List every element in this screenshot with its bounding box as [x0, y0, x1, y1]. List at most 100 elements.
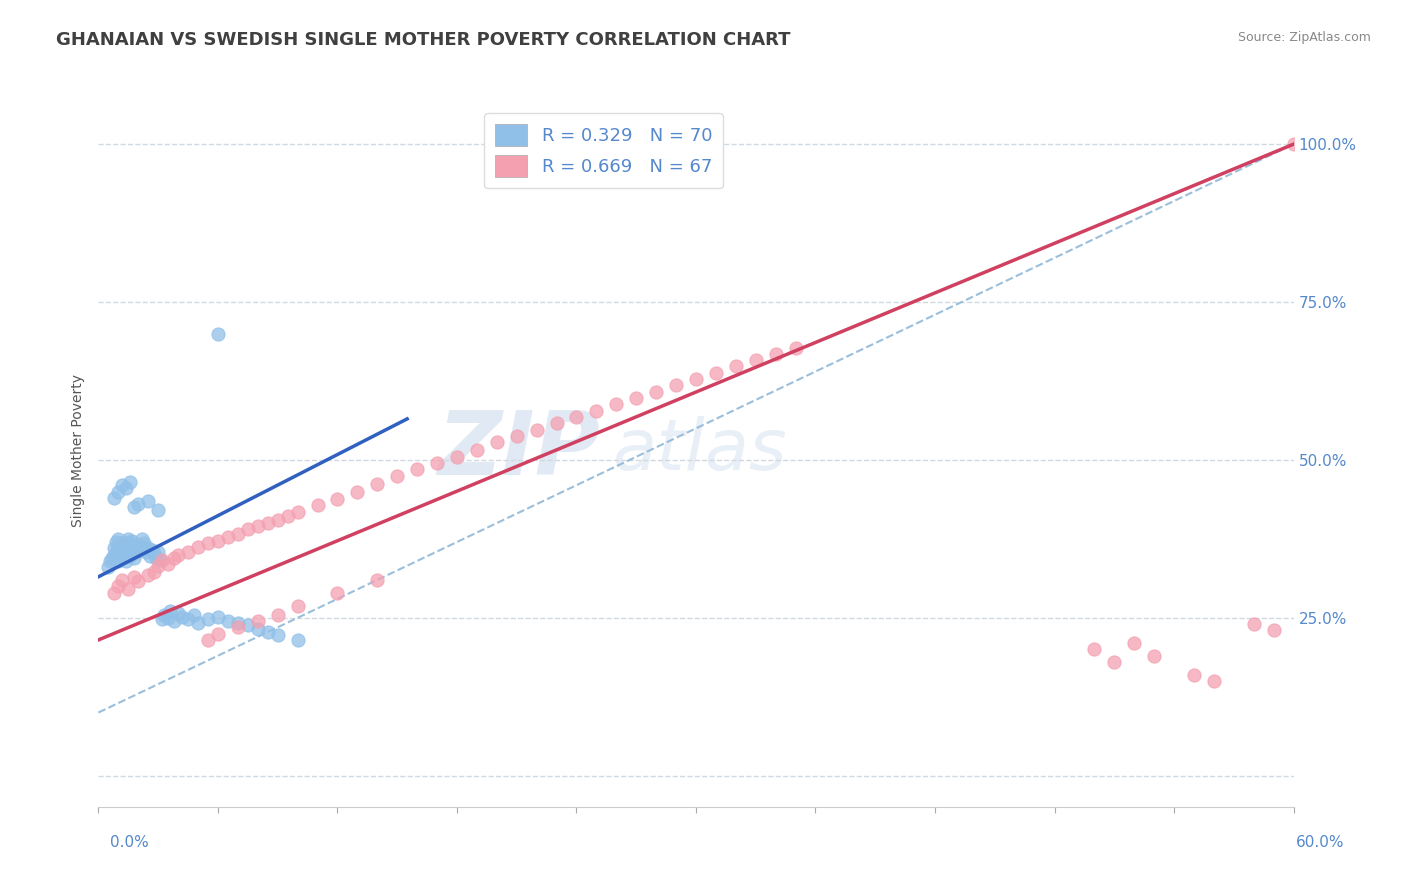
- Point: [143, 566, 166, 580]
- Text: ZIP: ZIP: [437, 407, 600, 494]
- Point: [148, 544, 170, 558]
- Point: [117, 582, 139, 597]
- Point: [105, 535, 128, 549]
- Point: [127, 574, 149, 589]
- Point: [110, 538, 132, 552]
- Point: [236, 522, 259, 536]
- Point: [107, 484, 129, 499]
- Point: [765, 347, 787, 361]
- Point: [217, 614, 239, 628]
- Point: [506, 429, 529, 443]
- Point: [127, 538, 149, 552]
- Text: 60.0%: 60.0%: [1296, 836, 1344, 850]
- Point: [131, 532, 153, 546]
- Point: [326, 585, 349, 599]
- Point: [1263, 624, 1285, 638]
- Text: Source: ZipAtlas.com: Source: ZipAtlas.com: [1237, 31, 1371, 45]
- Point: [207, 326, 229, 341]
- Point: [1123, 636, 1146, 650]
- Point: [226, 615, 249, 630]
- Point: [120, 549, 142, 563]
- Point: [246, 614, 269, 628]
- Point: [136, 567, 159, 582]
- Point: [127, 497, 149, 511]
- Point: [217, 530, 239, 544]
- Text: 0.0%: 0.0%: [110, 836, 149, 850]
- Point: [287, 632, 309, 647]
- Point: [107, 554, 129, 568]
- Point: [197, 536, 219, 550]
- Point: [287, 599, 309, 614]
- Point: [287, 505, 309, 519]
- Point: [111, 573, 134, 587]
- Point: [150, 552, 173, 566]
- Point: [346, 484, 368, 499]
- Point: [136, 494, 159, 508]
- Point: [177, 544, 200, 558]
- Point: [1282, 137, 1305, 152]
- Point: [267, 513, 290, 527]
- Point: [724, 359, 747, 374]
- Point: [187, 615, 209, 630]
- Point: [110, 548, 132, 562]
- Point: [111, 478, 134, 492]
- Point: [426, 456, 449, 470]
- Point: [177, 612, 200, 626]
- Point: [307, 499, 329, 513]
- Point: [120, 475, 142, 489]
- Point: [685, 372, 707, 386]
- Point: [207, 533, 229, 548]
- Point: [1243, 617, 1265, 632]
- Point: [246, 519, 269, 533]
- Point: [141, 542, 163, 557]
- Point: [121, 546, 143, 560]
- Point: [115, 481, 138, 495]
- Point: [134, 536, 156, 550]
- Point: [167, 548, 190, 562]
- Point: [526, 423, 548, 437]
- Point: [366, 477, 388, 491]
- Point: [256, 516, 278, 530]
- Point: [157, 611, 180, 625]
- Point: [546, 417, 568, 431]
- Point: [115, 554, 138, 568]
- Point: [112, 544, 135, 558]
- Point: [159, 605, 181, 619]
- Point: [103, 491, 125, 505]
- Text: GHANAIAN VS SWEDISH SINGLE MOTHER POVERTY CORRELATION CHART: GHANAIAN VS SWEDISH SINGLE MOTHER POVERT…: [56, 31, 790, 49]
- Point: [172, 609, 194, 624]
- Point: [446, 450, 468, 464]
- Point: [485, 435, 508, 450]
- Point: [163, 614, 186, 628]
- Point: [183, 607, 205, 622]
- Point: [326, 492, 349, 507]
- Point: [143, 546, 166, 560]
- Point: [117, 540, 139, 554]
- Point: [1143, 648, 1166, 663]
- Point: [153, 607, 176, 622]
- Point: [1182, 667, 1205, 681]
- Point: [150, 612, 173, 626]
- Point: [665, 378, 688, 392]
- Point: [131, 540, 153, 554]
- Point: [1083, 642, 1105, 657]
- Point: [145, 550, 167, 565]
- Point: [124, 550, 146, 565]
- Point: [148, 559, 170, 574]
- Point: [124, 541, 146, 556]
- Point: [103, 585, 125, 599]
- Point: [385, 468, 409, 483]
- Point: [226, 527, 249, 541]
- Point: [148, 503, 170, 517]
- Text: atlas: atlas: [613, 416, 787, 485]
- Point: [120, 536, 142, 550]
- Point: [226, 620, 249, 634]
- Point: [465, 443, 488, 458]
- Point: [704, 366, 727, 380]
- Point: [406, 462, 429, 476]
- Point: [605, 397, 627, 411]
- Point: [98, 554, 122, 568]
- Y-axis label: Single Mother Poverty: Single Mother Poverty: [72, 374, 86, 527]
- Point: [117, 532, 139, 546]
- Point: [785, 341, 807, 355]
